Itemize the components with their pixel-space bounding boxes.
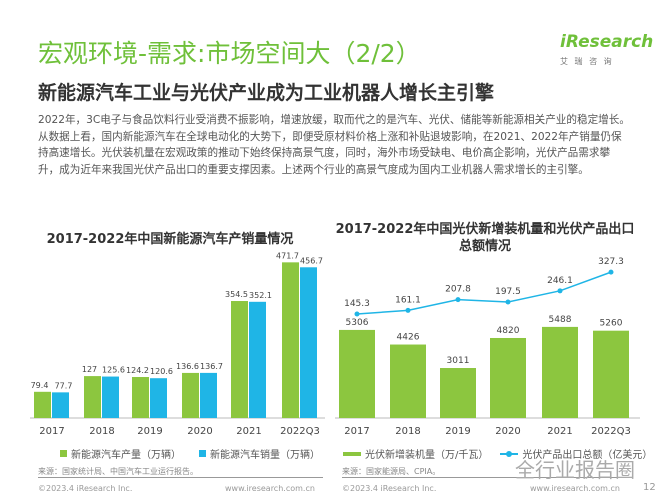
- installs-value-label: 3011: [447, 356, 470, 366]
- chart2-x-tick: 2019: [445, 426, 470, 437]
- chart1-x-tick: 2020: [187, 426, 212, 437]
- chart1-x-tick: 2022Q3: [280, 426, 320, 437]
- bar-value-label: 136.7: [200, 362, 223, 371]
- chart2-source: 来源：国家能源局、CPIA。: [342, 467, 441, 476]
- exports-point: [608, 269, 614, 275]
- exports-point: [505, 299, 511, 305]
- chart2-title-line2: 总额情况: [458, 239, 511, 254]
- production-bar: [282, 262, 299, 418]
- copyright-left: ©2023.4 iResearch Inc.: [38, 484, 133, 493]
- installs-bar: [390, 344, 426, 418]
- bar-value-label: 79.4: [31, 381, 49, 390]
- installs-value-label: 5260: [600, 319, 623, 329]
- exports-point: [455, 297, 461, 303]
- chart1-legend: 新能源汽车产量（万辆） 新能源汽车销量（万辆）: [60, 446, 320, 461]
- chart1-title: 2017-2022年中国新能源汽车产销量情况: [46, 232, 294, 247]
- chart2-x-tick: 2021: [547, 426, 572, 437]
- logo-text: iResearch: [560, 32, 654, 52]
- production-bar: [132, 377, 149, 418]
- exports-value-label: 145.3: [344, 299, 370, 309]
- installs-bar: [593, 330, 629, 418]
- exports-value-label: 246.1: [547, 276, 573, 286]
- installs-bar: [339, 329, 375, 418]
- installs-bar: [440, 368, 476, 418]
- sales-bar: [52, 392, 69, 418]
- page-number: 12: [643, 482, 656, 493]
- exports-value-label: 197.5: [495, 287, 521, 297]
- bar-value-label: 125.6: [102, 366, 125, 375]
- chart2-title-line1: 2017-2022年中国光伏新增装机量和光伏产品出口: [335, 222, 635, 237]
- url-left: www.iresearch.com.cn: [225, 484, 315, 493]
- copyright-right: ©2023.4 iResearch Inc.: [342, 484, 437, 493]
- exports-value-label: 161.1: [395, 295, 421, 305]
- divider-left: [38, 477, 323, 478]
- exports-point: [354, 311, 360, 317]
- legend-sales: 新能源汽车销量（万辆）: [210, 450, 320, 461]
- logo-subtext: 艾 瑞 咨 询: [560, 57, 614, 66]
- chart2-legend: 光伏新增装机量（万/千瓦） 光伏产品出口总额（亿美元）: [343, 446, 652, 461]
- chart1-x-tick: 2018: [89, 426, 114, 437]
- watermark: 全行业报告圈: [515, 458, 635, 482]
- exports-line: [356, 271, 612, 315]
- installs-value-label: 4820: [497, 326, 520, 336]
- iresearch-logo: iResearch 艾 瑞 咨 询: [560, 32, 654, 76]
- chart2-x-tick: 2020: [495, 426, 520, 437]
- bar-value-label: 120.6: [150, 367, 173, 376]
- exports-point: [405, 307, 411, 313]
- chart1-x-tick: 2017: [39, 426, 64, 437]
- bar-value-label: 124.2: [126, 366, 149, 375]
- chart1-source: 来源：国家统计局、中国汽车工业运行报告。: [38, 467, 198, 476]
- installs-bar: [542, 326, 578, 418]
- chart2-x-tick: 2022Q3: [591, 426, 631, 437]
- exports-value-label: 327.3: [598, 257, 624, 267]
- chart2-x-tick: 2017: [344, 426, 369, 437]
- production-bar: [84, 376, 101, 418]
- bar-value-label: 471.7: [276, 251, 299, 260]
- legend-production: 新能源汽车产量（万辆）: [71, 450, 181, 461]
- chart2-x-tick: 2018: [395, 426, 420, 437]
- sales-bar: [102, 376, 119, 418]
- legend-swatch-production: [60, 450, 67, 457]
- divider-right: [342, 477, 627, 478]
- sales-bar: [200, 372, 217, 418]
- sales-bar: [150, 378, 167, 418]
- production-bar: [34, 391, 51, 418]
- bar-value-label: 127: [82, 365, 97, 374]
- installs-value-label: 5488: [549, 315, 572, 325]
- legend-swatch-sales: [199, 450, 206, 457]
- page-title: 宏观环境-需求:市场空间大（2/2）: [38, 39, 421, 68]
- chart1-x-tick: 2019: [137, 426, 162, 437]
- production-bar: [231, 301, 248, 418]
- bar-value-label: 77.7: [55, 381, 73, 390]
- sales-bar: [300, 267, 317, 418]
- legend-exports: 光伏产品出口总额（亿美元）: [522, 450, 653, 461]
- bar-value-label: 354.5: [225, 290, 248, 299]
- sales-bar: [249, 301, 266, 418]
- url-right: www.iresearch.com.cn: [530, 484, 620, 493]
- exports-point: [557, 288, 563, 294]
- installs-value-label: 4426: [397, 333, 420, 343]
- exports-value-label: 207.8: [445, 285, 471, 295]
- bar-value-label: 352.1: [249, 291, 272, 300]
- installs-value-label: 5306: [346, 318, 369, 328]
- bar-value-label: 136.6: [176, 362, 199, 371]
- chart2-title: 2017-2022年中国光伏新增装机量和光伏产品出口 总额情况: [330, 221, 640, 255]
- production-bar: [182, 372, 199, 418]
- installs-bar: [490, 337, 526, 418]
- legend-swatch-exports: [500, 450, 519, 457]
- page-subtitle: 新能源汽车工业与光伏产业成为工业机器人增长主引擎: [38, 82, 495, 104]
- chart1-x-tick: 2021: [236, 426, 261, 437]
- bar-value-label: 456.7: [300, 256, 323, 265]
- legend-swatch-installs: [343, 451, 361, 456]
- legend-installs: 光伏新增装机量（万/千瓦）: [365, 450, 489, 461]
- summary-paragraph: 2022年，3C电子与食品饮料行业受消费不振影响，增速放缓，取而代之的是汽车、光…: [38, 114, 630, 176]
